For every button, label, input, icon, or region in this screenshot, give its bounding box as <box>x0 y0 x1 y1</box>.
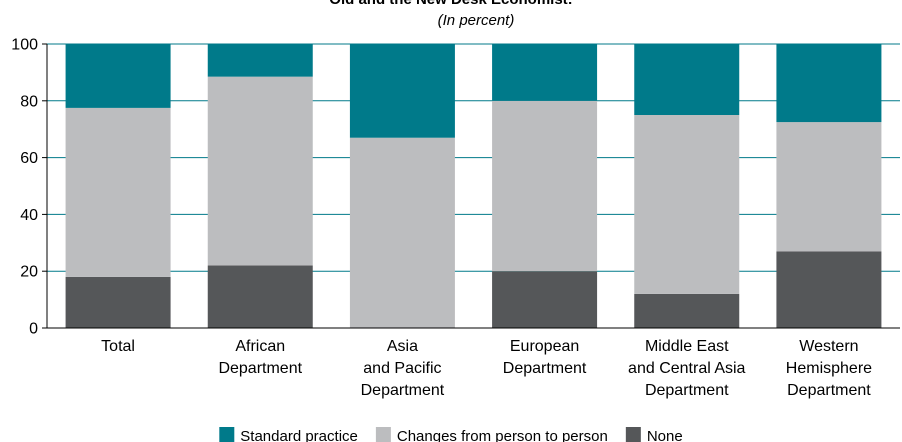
x-tick-label: African Department <box>218 338 302 377</box>
chart-title: Old and the New Desk Economist: <box>329 0 572 8</box>
legend-swatch <box>625 427 641 442</box>
legend-swatch <box>375 427 391 442</box>
bars <box>65 44 882 328</box>
y-tick-label: 40 <box>20 207 38 224</box>
grid-lines <box>47 43 900 272</box>
bar-standard-practice <box>207 44 313 77</box>
bar-changes-from-person-to-person <box>492 100 598 272</box>
bar-standard-practice <box>65 44 171 108</box>
chart-subtitle: (In percent) <box>438 12 515 29</box>
x-axis-labels: Total African Department Asia and Pacific Dep… <box>101 338 872 399</box>
y-tick-label: 60 <box>20 150 38 167</box>
bar-none <box>207 265 313 328</box>
bar-standard-practice <box>634 44 740 115</box>
bar-none <box>776 251 882 328</box>
legend-label: None <box>647 428 683 442</box>
y-tick-label: 80 <box>20 93 38 110</box>
x-tick-label: Western Hemisphere Department <box>786 338 872 399</box>
bar-changes-from-person-to-person <box>65 107 171 277</box>
x-tick-label: Total <box>101 338 135 355</box>
bar-none <box>634 293 740 328</box>
bar-changes-from-person-to-person <box>207 76 313 266</box>
bar-standard-practice <box>776 44 882 123</box>
bar-none <box>65 276 171 328</box>
x-tick-label: Middle East and Central Asia Department <box>628 338 746 399</box>
bar-changes-from-person-to-person <box>349 137 455 328</box>
y-tick-label: 0 <box>29 321 38 338</box>
bar-standard-practice <box>492 44 598 101</box>
legend-label: Standard practice <box>240 428 358 442</box>
legend-swatch <box>219 427 235 442</box>
legend: Standard practice Changes from person to … <box>219 427 683 442</box>
bar-changes-from-person-to-person <box>776 122 882 252</box>
y-tick-label: 20 <box>20 264 38 281</box>
bar-none <box>492 271 598 328</box>
x-tick-label: European Department <box>503 338 587 377</box>
legend-label: Changes from person to person <box>397 428 608 442</box>
bar-standard-practice <box>349 44 455 138</box>
y-axis-ticks: 0 20 40 60 80 100 <box>11 37 47 338</box>
bar-changes-from-person-to-person <box>634 115 740 294</box>
x-tick-label: Asia and Pacific Department <box>361 338 445 399</box>
y-tick-label: 100 <box>11 37 38 54</box>
